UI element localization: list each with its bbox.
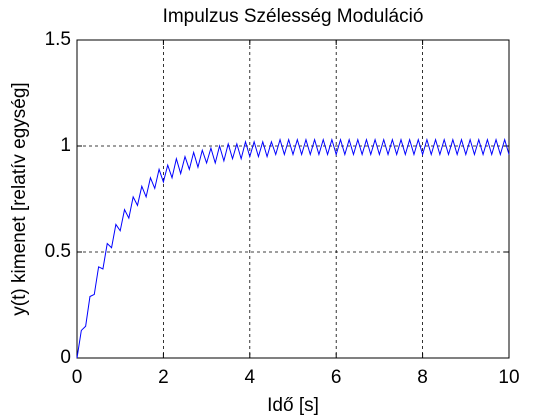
data-line	[76, 137, 510, 359]
x-tick-label: 10	[498, 367, 519, 388]
y-tick-label: 0	[60, 347, 71, 368]
x-tick-label: 4	[245, 367, 256, 388]
plot-frame	[76, 39, 510, 359]
chart-title: Impulzus Szélesség Moduláció	[163, 6, 424, 27]
x-axis-label: Idő [s]	[267, 395, 319, 416]
y-tick-label: 0.5	[45, 241, 71, 262]
x-tick-label: 8	[417, 367, 428, 388]
x-tick-label: 0	[72, 367, 83, 388]
x-tick-label: 2	[158, 367, 169, 388]
y-tick-label: 1	[60, 135, 71, 156]
y-tick-label: 1.5	[45, 29, 71, 50]
y-axis-label: y(t) kimenet [relatív egység]	[9, 82, 30, 315]
x-tick-label: 6	[331, 367, 342, 388]
